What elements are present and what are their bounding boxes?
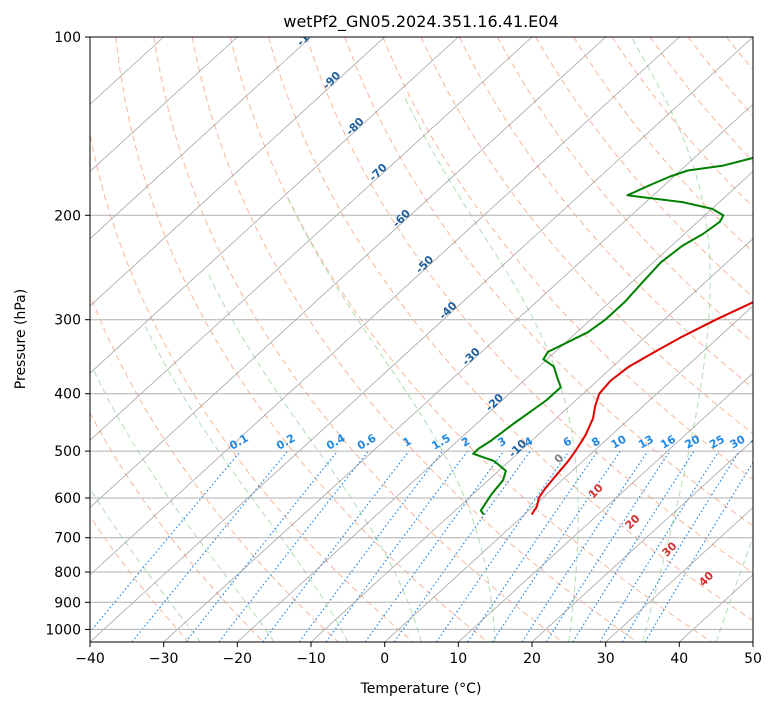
- chart-title: wetPf2_GN05.2024.351.16.41.E04: [283, 12, 558, 32]
- skewed-isotherm-line: [531, 439, 753, 642]
- mixing-ratio-line: [491, 450, 621, 642]
- mixing-ratio-line: [545, 450, 671, 642]
- mixing-ratio-line: [621, 450, 740, 642]
- profile-line: [530, 301, 753, 516]
- mixing-ratio-line: [572, 450, 695, 642]
- y-tick-label: 600: [54, 491, 81, 507]
- dry-adiabat-line: [382, 37, 753, 481]
- mixing-ratio-line: [325, 450, 468, 642]
- dry-adiabat-line: [573, 37, 753, 253]
- x-tick-label: −10: [296, 651, 326, 667]
- skewed-isotherm-line: [384, 305, 753, 642]
- dry-adiabat-line: [90, 412, 264, 642]
- axes: −40 −30 −20 −10 0 10 20 30 40 50 100 200 300 400 500 60…: [45, 30, 762, 667]
- x-tick-label: 10: [449, 651, 467, 667]
- skewed-isotherm-line: [90, 37, 238, 172]
- y-tick-label: 400: [54, 387, 81, 403]
- dry-adiabat-line: [90, 293, 339, 642]
- mixing-ratio-line: [466, 450, 599, 642]
- dry-adiabat-line: [268, 37, 753, 622]
- skewed-isotherm-line: [90, 37, 680, 576]
- dry-adiabat-line: [306, 37, 753, 574]
- x-tick-label: −30: [149, 651, 179, 667]
- skewed-isotherm-line: [458, 372, 753, 642]
- dry-adiabat-line: [420, 37, 753, 435]
- x-tick-label: 30: [597, 651, 615, 667]
- skewed-isotherm-line: [90, 37, 459, 374]
- x-tick-label: 0: [380, 651, 389, 667]
- moist-adiabat-line: [143, 323, 349, 642]
- moist-adiabat-line: [715, 535, 753, 642]
- skewed-isotherm-line: [163, 103, 753, 642]
- profile-line: [472, 156, 753, 516]
- x-tick-label: 40: [670, 651, 688, 667]
- moist-adiabat-line: [402, 94, 579, 642]
- skewed-isotherm-line: [90, 37, 753, 642]
- isotherm-label: -100: [294, 20, 323, 49]
- dry-adiabat-line: [153, 37, 563, 642]
- y-tick-label: 1000: [45, 622, 81, 638]
- mixing-ratio-line: [364, 450, 505, 642]
- x-axis-title: Temperature (°C): [360, 681, 482, 697]
- x-tick-label: 50: [744, 651, 762, 667]
- mixing-ratio-line: [435, 450, 570, 642]
- profile-series: [472, 156, 753, 516]
- skewed-isotherm-line: [90, 37, 533, 441]
- y-axis-title: Pressure (hPa): [13, 289, 29, 389]
- dry-adiabat-line: [115, 37, 488, 642]
- y-tick-label: 700: [54, 531, 81, 547]
- skewed-isotherm-line: [310, 238, 753, 642]
- y-tick-label: 500: [54, 444, 81, 460]
- x-tick-label: 20: [523, 651, 541, 667]
- dry-adiabat-line: [229, 37, 712, 642]
- skewed-isotherm-line: [90, 37, 312, 240]
- mixing-ratio-line: [298, 450, 444, 642]
- background-lines: [90, 37, 753, 642]
- mixing-ratio-line: [90, 450, 242, 633]
- y-tick-label: 800: [54, 565, 81, 581]
- mixing-ratio-line: [521, 450, 649, 642]
- y-tick-label: 900: [54, 595, 81, 611]
- x-tick-label: −20: [223, 651, 253, 667]
- y-tick-label: 300: [54, 313, 81, 329]
- moist-adiabat-line: [207, 272, 422, 642]
- skewed-isotherm-line: [237, 170, 753, 642]
- mixing-ratio-line: [131, 450, 289, 642]
- dry-adiabat-line: [191, 37, 638, 642]
- dry-adiabat-line: [535, 37, 753, 298]
- mixing-ratio-line: [185, 450, 339, 642]
- mixing-ratio-line: [262, 450, 410, 642]
- skewed-isotherm-line: [605, 507, 753, 642]
- x-tick-label: −40: [75, 651, 105, 667]
- y-tick-label: 100: [54, 30, 81, 46]
- dry-adiabat-line: [90, 515, 190, 642]
- grid-lines: [90, 37, 753, 642]
- moist-adiabat-line: [630, 37, 711, 642]
- mixing-ratio-label: 36: [748, 432, 768, 451]
- plot-frame: [89, 36, 754, 643]
- dry-adiabat-line: [90, 131, 414, 642]
- y-tick-label: 200: [54, 208, 81, 224]
- skewed-isotherm-line: [90, 37, 385, 307]
- moist-adiabat-line: [90, 487, 201, 642]
- dry-adiabat-line: [344, 37, 753, 527]
- skewed-isotherm-line: [90, 37, 606, 509]
